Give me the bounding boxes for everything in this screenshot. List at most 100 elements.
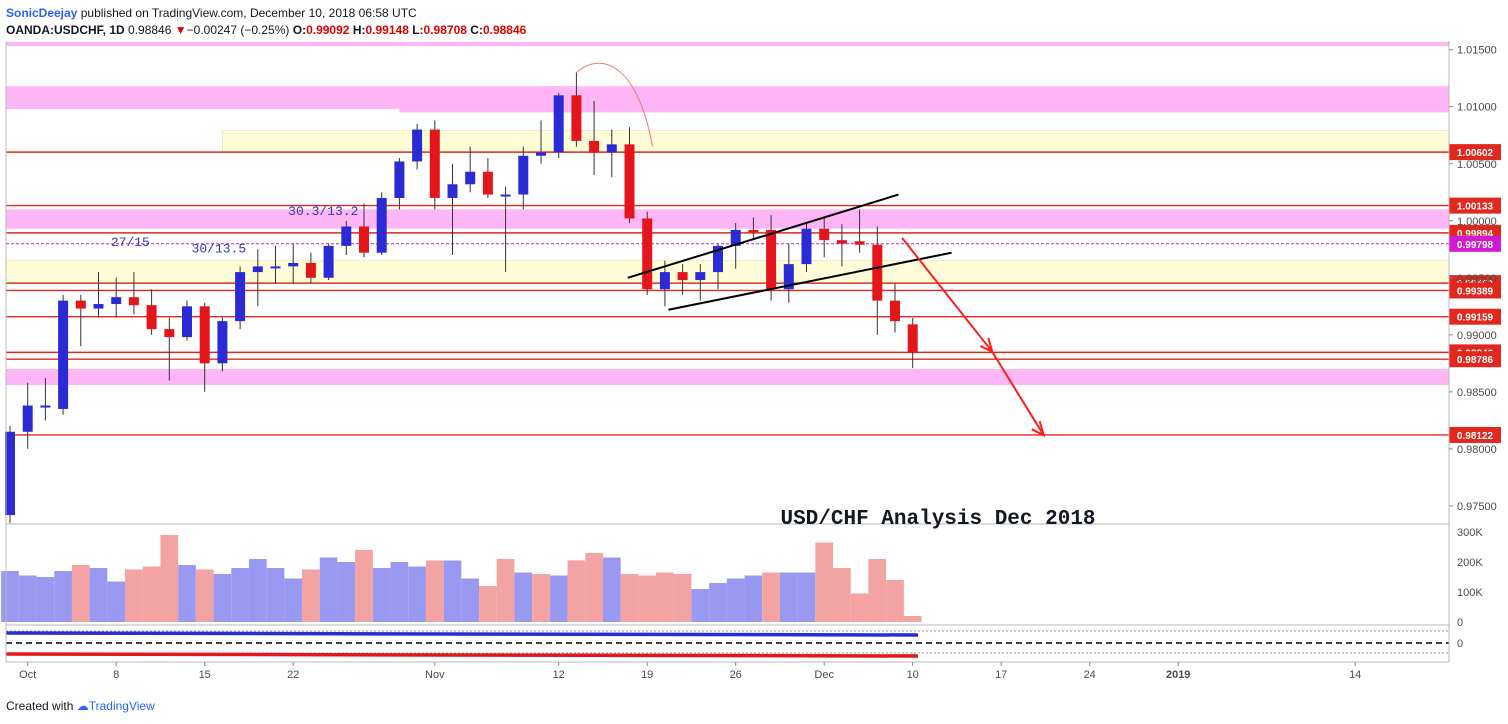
candle-body [111, 297, 122, 305]
price-label: 0.99798 [1457, 240, 1494, 251]
volume-bar [107, 581, 126, 622]
volume-bar [903, 616, 922, 622]
price-label-bg [1449, 235, 1501, 252]
volume-bar [266, 568, 285, 622]
volume-bar [638, 575, 657, 622]
x-tick-label: 8 [113, 669, 119, 681]
volume-bar [408, 566, 426, 622]
price-change: −0.00247 (−0.25%) [186, 23, 290, 37]
high-value: 0.99148 [365, 23, 409, 37]
volume-bar [160, 535, 179, 622]
candle-body [235, 272, 246, 322]
candle-body [359, 226, 369, 253]
volume-bar [496, 559, 515, 622]
y-tick-label: 1.00000 [1457, 216, 1497, 228]
x-tick-label: 24 [1084, 669, 1096, 681]
price-label: 1.00133 [1457, 202, 1494, 213]
top-zone-strip [6, 42, 1449, 46]
candle-body [376, 197, 387, 253]
candle-body [589, 140, 600, 153]
x-tick-label: 22 [287, 669, 299, 681]
candle-body [907, 324, 918, 353]
chart-title: USD/CHF Analysis Dec 2018 [780, 508, 1095, 531]
annotation-label: 30/13.5 [192, 242, 247, 257]
volume-bar [195, 569, 214, 622]
last-price: 0.98846 [128, 23, 172, 37]
volume-tick-label: 0 [1457, 617, 1463, 629]
x-tick-label: Nov [425, 669, 445, 681]
arc-curve [576, 62, 654, 147]
volume-bar [319, 557, 338, 622]
candle-body [58, 300, 69, 409]
channel-upper-line [627, 193, 899, 279]
volume-bar [231, 568, 249, 622]
volume-bar [248, 559, 267, 622]
volume-bar [142, 566, 161, 622]
candle-body [199, 306, 210, 364]
volume-bar [54, 571, 72, 622]
volume-bar [744, 575, 763, 622]
volume-bar [532, 574, 550, 622]
osc-tick-label: 0 [1457, 638, 1463, 650]
zone-pink-5 [6, 369, 1449, 386]
zone-yellow-4 [5, 260, 1450, 283]
annotation-label: 27/15 [111, 235, 150, 250]
candle-body [164, 329, 175, 338]
price-label-bg [1449, 144, 1501, 161]
price-label: 0.98122 [1457, 431, 1494, 442]
published-text: published on TradingView.com, December 1… [80, 6, 417, 20]
candle-body [836, 240, 847, 244]
levels-layer: 1.006021.001330.998940.997980.994530.993… [6, 144, 1501, 443]
volume-bar [673, 574, 692, 622]
candle-body [412, 129, 423, 162]
candle-body [394, 161, 405, 198]
volume-bar [302, 569, 320, 622]
y-tick-label: 1.01500 [1457, 45, 1497, 57]
close-value: 0.98846 [482, 23, 527, 37]
volume-bar [125, 569, 143, 622]
candle-body [447, 184, 458, 198]
candle-body [288, 262, 299, 267]
author-name[interactable]: SonicDeejay [6, 6, 78, 20]
x-tick-label: 17 [995, 669, 1007, 681]
candle-body [819, 228, 830, 241]
low-value: 0.98708 [423, 23, 467, 37]
volume-bar [709, 583, 727, 622]
volume-bar [479, 586, 497, 622]
axes-layer: 1.01500 1.01000 1.00500 1.00000 0.99500 0.990… [5, 41, 1497, 681]
price-label: 0.99894 [1457, 229, 1494, 240]
candle-body [783, 264, 794, 290]
candle-body [801, 228, 812, 265]
x-tick-label: 14 [1349, 669, 1361, 681]
candle-body [40, 405, 51, 408]
volume-tick-label: 100K [1457, 587, 1483, 599]
candle-body [642, 218, 653, 290]
candle-body [730, 229, 741, 246]
oscillator-layer [5, 630, 1449, 658]
volume-layer [1, 535, 922, 622]
volume-bar [549, 575, 568, 622]
volume-bar [656, 572, 674, 622]
volume-bar [18, 575, 37, 622]
price-label-bg [1449, 426, 1501, 443]
drawings-layer: 27/15 30/13.5 30.3/13.2 [111, 62, 1046, 438]
price-label: 0.98786 [1457, 355, 1494, 366]
zone-pink-0 [6, 86, 1449, 110]
candle-body [305, 262, 316, 278]
candle-body [854, 241, 865, 245]
candle-body [872, 244, 883, 301]
price-label-bg [1449, 351, 1501, 368]
arrow-head-icon [979, 337, 994, 354]
volume-bar [691, 589, 710, 622]
osc-red-line [5, 652, 919, 658]
candle-body [182, 306, 192, 338]
candle-body [713, 245, 723, 273]
symbol-name: OANDA:USDCHF, 1D [6, 23, 125, 37]
tradingview-brand[interactable]: TradingView [88, 699, 155, 713]
y-tick-label: 1.01000 [1457, 102, 1497, 114]
volume-bar [779, 572, 798, 622]
candle-body [217, 321, 228, 364]
volume-bar [89, 568, 108, 622]
x-tick-label: Oct [19, 669, 36, 681]
